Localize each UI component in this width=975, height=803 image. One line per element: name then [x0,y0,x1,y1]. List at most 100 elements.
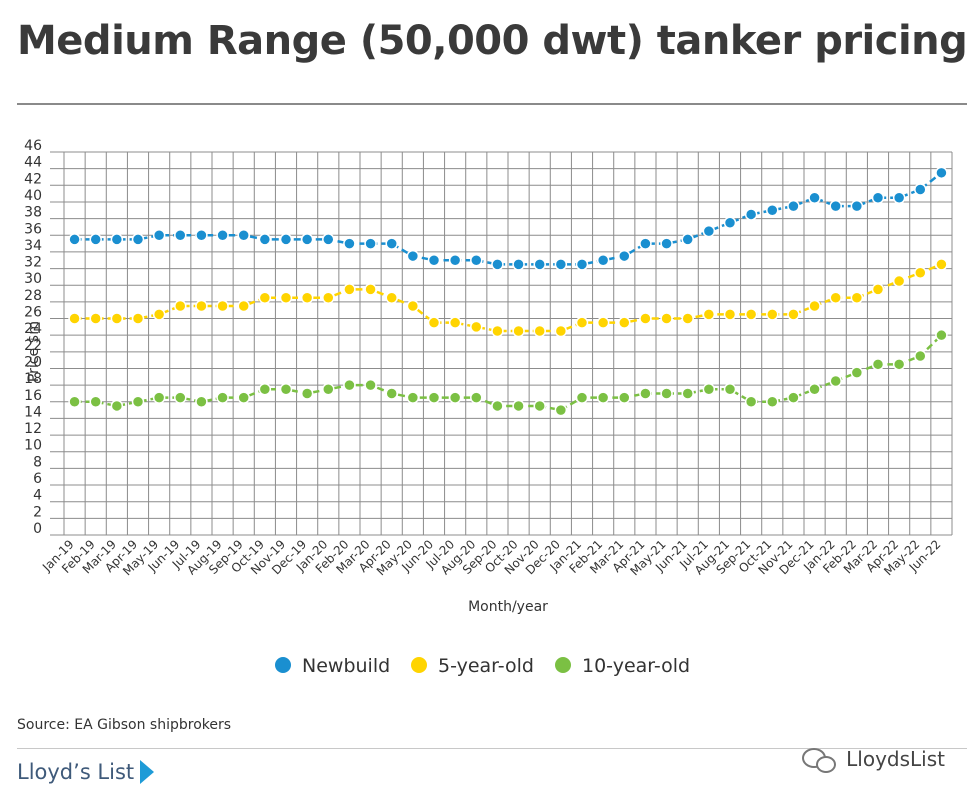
data-point [110,312,124,325]
data-point [364,283,377,296]
data-point [279,291,293,304]
data-point [575,316,589,329]
data-point [237,391,250,404]
data-point [427,253,441,267]
data-point [491,399,504,413]
legend-label: 10-year-old [582,655,690,677]
data-point [364,378,377,392]
data-point [131,233,145,246]
page-title: Medium Range (50,000 dwt) tanker pricing [17,18,968,64]
data-point [660,312,673,325]
data-point [871,358,885,371]
legend-marker [555,657,571,673]
data-point [152,391,166,404]
data-point [448,316,462,329]
data-point [237,229,250,242]
data-point [89,312,102,325]
data-point [639,312,652,325]
legend-marker [275,657,291,673]
y-tick-label: 44 [24,155,42,171]
data-point [237,299,250,313]
brand-arrow-icon [140,760,155,784]
data-point [406,249,420,263]
data-point [322,291,335,304]
data-point [681,312,694,325]
data-point [258,233,272,246]
y-tick-label: 12 [24,421,42,437]
data-point [385,387,398,400]
data-point [385,291,398,304]
data-point [596,253,610,267]
data-point [512,324,525,338]
y-tick-label: 46 [24,138,42,154]
data-point [68,395,81,409]
data-point [343,283,356,296]
data-point [702,383,716,396]
data-point [470,253,483,267]
data-point [216,229,229,242]
data-point [279,233,293,246]
data-point [512,399,525,413]
data-point [914,349,927,363]
footer-divider [17,748,967,749]
data-point [533,324,546,338]
data-point [935,166,948,180]
data-point [195,299,208,313]
data-point [300,291,314,304]
data-point [470,391,483,404]
y-tick-label: 34 [24,238,42,254]
data-point [216,391,229,404]
brand-logo: Lloyd’s List [17,760,155,784]
data-point [385,237,398,250]
data-point [554,403,568,417]
y-tick-label: 2 [33,504,42,520]
data-point [322,233,335,246]
data-point [618,316,631,329]
data-point [322,383,335,396]
y-tick-label: 0 [33,521,42,537]
data-point [829,374,842,388]
data-point [512,258,525,271]
data-point [406,391,420,404]
data-point [787,308,800,321]
data-point [110,399,124,413]
data-point [892,274,906,288]
y-tick-label: 14 [24,404,42,420]
y-tick-label: 36 [24,221,42,237]
data-point [618,391,631,404]
legend-label: Newbuild [302,655,390,677]
y-tick-label: 28 [24,288,42,304]
data-point [300,233,314,246]
y-tick-label: 8 [33,454,42,470]
data-point [766,308,779,321]
price-line-chart: 0246810121416182022242628303234363840424… [24,138,953,677]
y-tick-label: 32 [24,255,42,271]
legend-label: 5-year-old [438,655,534,677]
watermark: LloydsList [802,746,945,773]
data-point [618,249,631,263]
data-point [744,208,758,221]
data-point [575,258,589,271]
data-point [279,383,293,396]
brand-name: Lloyd’s List [17,760,135,784]
data-point [554,324,568,338]
data-point [427,316,441,329]
data-point [787,199,800,213]
data-point [829,199,842,213]
data-point [258,383,272,396]
data-point [343,237,356,250]
data-point [533,258,546,271]
y-tick-label: 6 [33,471,42,487]
y-tick-label: 16 [24,388,42,404]
data-point [258,291,272,304]
data-point [892,191,906,205]
y-tick-label: 10 [24,438,42,454]
data-point [174,391,187,404]
y-tick-label: 40 [24,188,42,204]
data-point [787,391,800,404]
x-axis-title: Month/year [468,599,548,615]
chat-bubbles-icon [802,746,838,773]
data-point [914,266,927,279]
data-point [427,391,441,404]
data-point [766,395,779,409]
